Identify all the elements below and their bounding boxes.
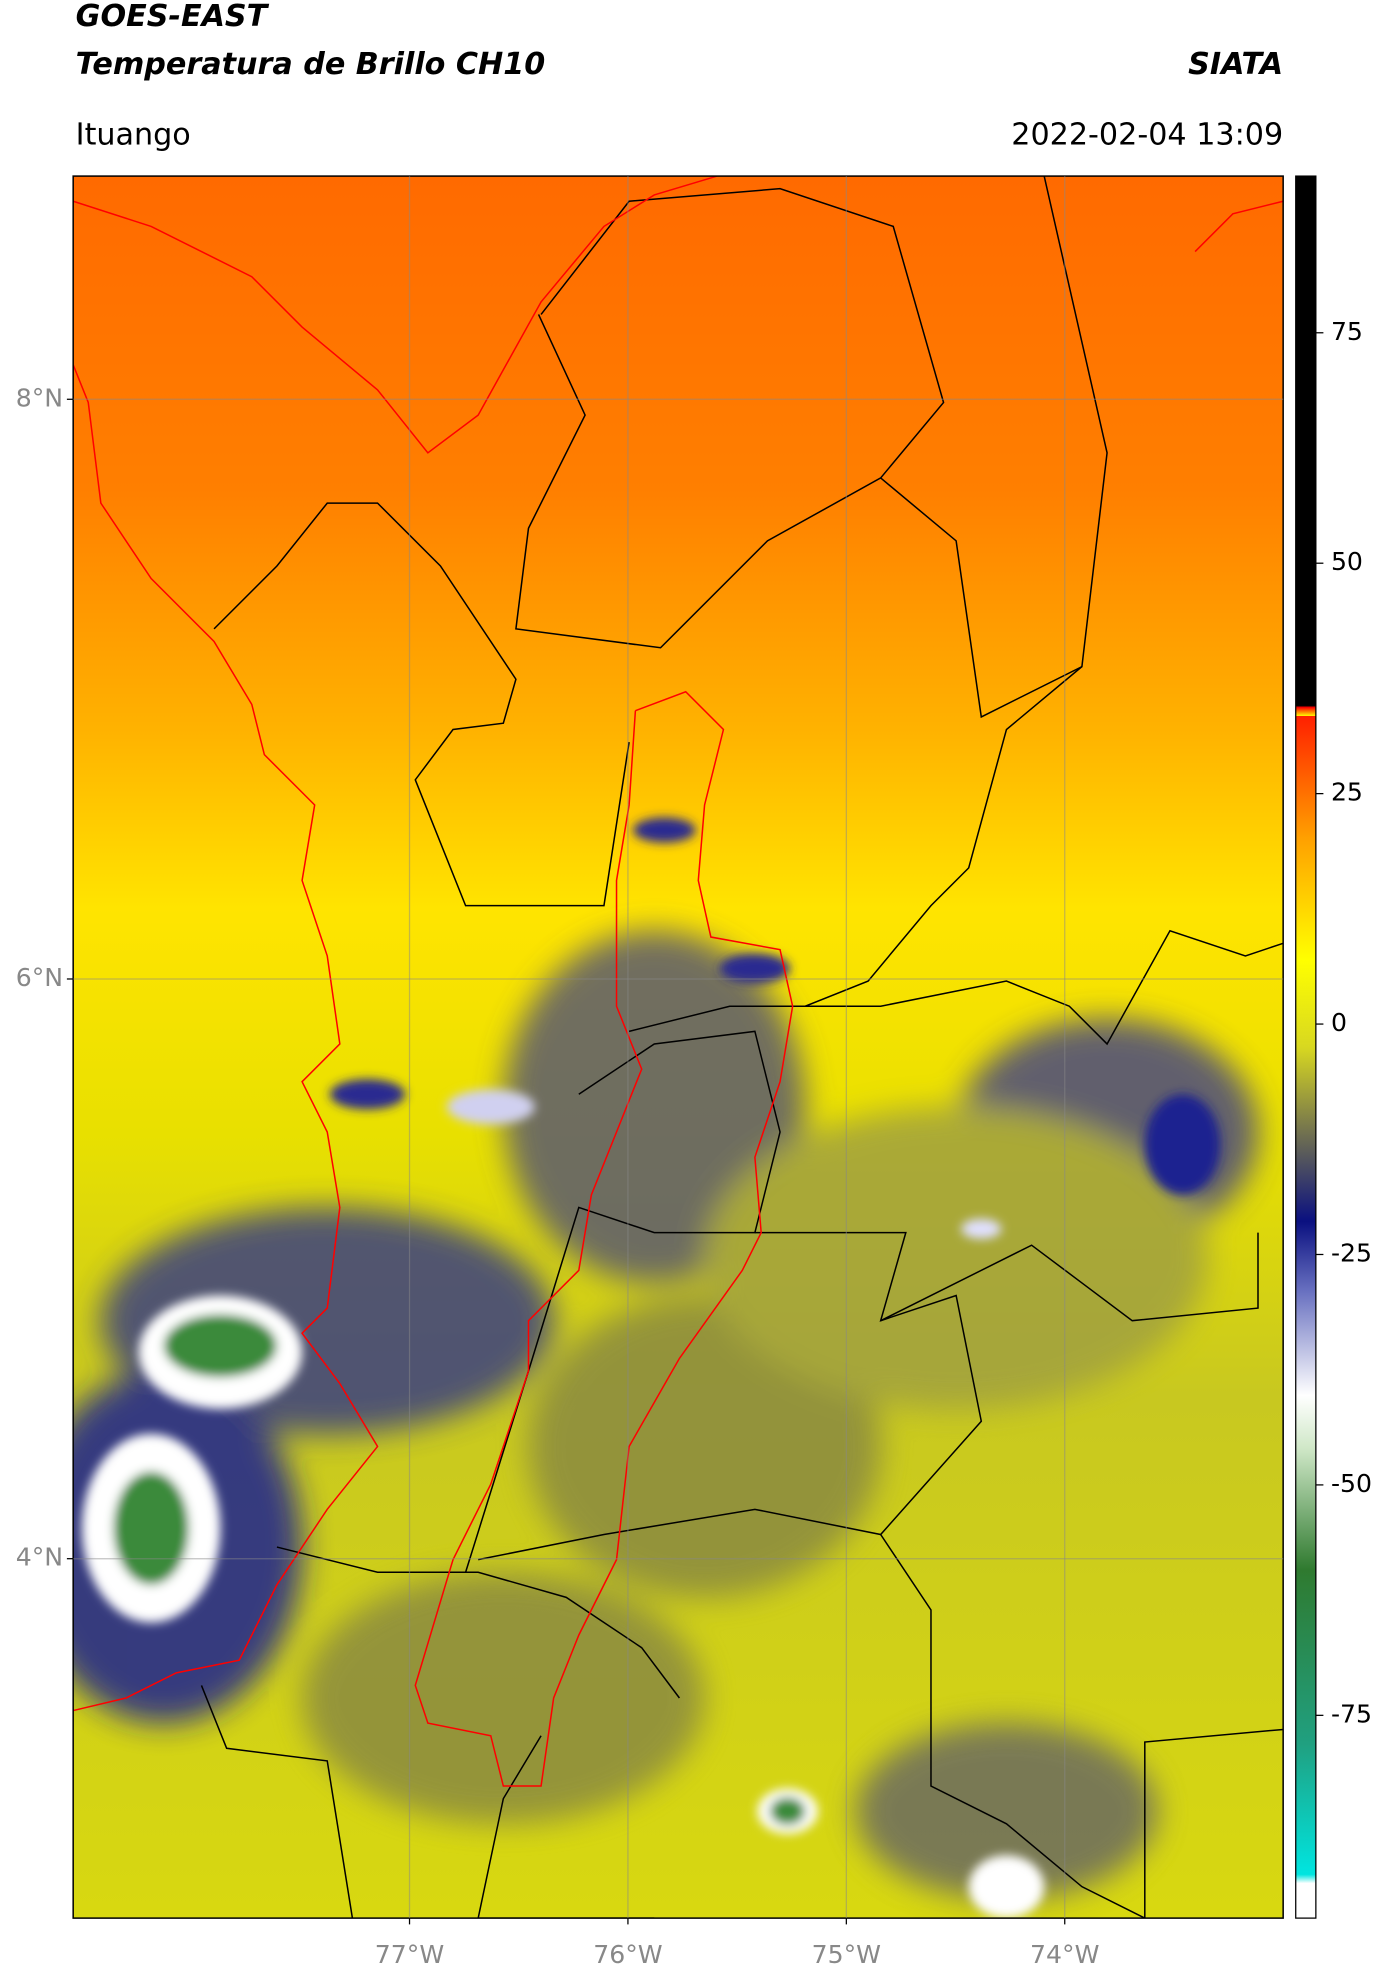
region: Ituango <box>76 117 191 152</box>
colorbar-tick-label: -25 <box>1331 1238 1372 1267</box>
lat-tick-label: 6°N <box>16 963 63 992</box>
colorbar <box>1295 175 1317 1919</box>
lon-tick-label: 75°W <box>812 1940 882 1969</box>
colorbar-tick-label: -75 <box>1331 1699 1372 1728</box>
colorbar-tick-label: -50 <box>1331 1469 1372 1498</box>
lat-tick-label: 8°N <box>16 383 63 412</box>
colorbar-tick-label: 75 <box>1331 317 1363 346</box>
colorbar-tick-label: 50 <box>1331 547 1363 576</box>
colorbar-tick-label: 0 <box>1331 1008 1347 1037</box>
title: GOES-EAST <box>76 0 270 34</box>
lat-tick-label: 4°N <box>16 1543 63 1572</box>
source: SIATA <box>1188 47 1283 82</box>
subtitle: Temperatura de Brillo CH10 <box>76 47 546 82</box>
colorbar-tick-label: 25 <box>1331 778 1363 807</box>
datetime: 2022-02-04 13:09 <box>1011 117 1283 152</box>
satellite-image <box>73 176 1284 1919</box>
map-frame <box>72 175 1284 1919</box>
lon-tick-label: 74°W <box>1030 1940 1100 1969</box>
lon-tick-label: 77°W <box>375 1940 445 1969</box>
map-ticks: 8°N 6°N 4°N 77°W 76°W 75°W 74°W <box>16 176 1284 1969</box>
colorbar-ticks: 75 50 25 0 -25 -50 -75 <box>1315 317 1372 1728</box>
lon-tick-label: 76°W <box>593 1940 663 1969</box>
